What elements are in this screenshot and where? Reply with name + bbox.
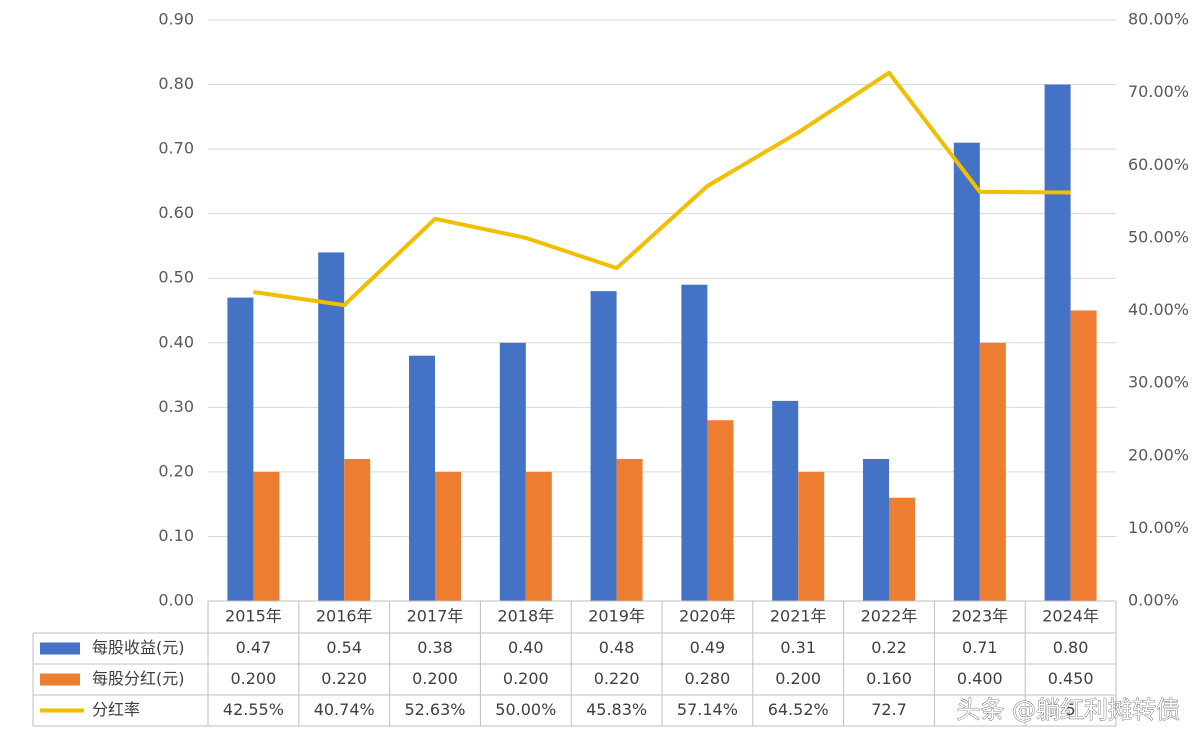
table-value-cell: 0.220 <box>321 669 367 688</box>
table-value-cell: 0.200 <box>503 669 549 688</box>
table-value-cell: 0.80 <box>1053 638 1089 657</box>
dividend-bar <box>344 458 371 601</box>
table-value-cell: 42.55% <box>223 700 284 719</box>
legend-series-name: 每股分红(元) <box>92 669 185 688</box>
table-value-cell: 0.400 <box>957 669 1003 688</box>
left-axis-tick: 0.60 <box>158 203 194 222</box>
left-axis-tick: 0.90 <box>158 10 194 29</box>
left-axis-tick: 0.20 <box>158 461 194 480</box>
dividend-bar <box>1070 310 1097 601</box>
right-axis-tick: 30.00% <box>1128 373 1189 392</box>
dividend-bar <box>889 497 915 601</box>
table-value-cell: 0.200 <box>775 669 821 688</box>
table-value-cell: 45.83% <box>586 700 647 719</box>
dividend-bar <box>798 471 825 601</box>
left-axis-tick: 0.30 <box>158 397 194 416</box>
x-axis-category-label: 2017年 <box>407 607 464 626</box>
eps-bar <box>772 400 799 601</box>
eps-bar <box>953 142 980 601</box>
x-axis-category-label: 2018年 <box>497 607 554 626</box>
right-axis-tick: 80.00% <box>1128 10 1189 29</box>
legend-series-name: 每股收益(元) <box>92 638 185 657</box>
left-axis-tick: 0.70 <box>158 139 194 158</box>
table-value-cell: 0.280 <box>684 669 730 688</box>
left-axis-tick: 0.50 <box>158 268 194 287</box>
dividend-bar <box>979 342 1006 601</box>
right-axis-tick: 0.00% <box>1128 591 1179 610</box>
left-axis-tick: 0.00 <box>158 591 194 610</box>
right-axis-tick: 10.00% <box>1128 518 1189 537</box>
table-value-cell: 0.71 <box>962 638 998 657</box>
table-value-cell: 0.200 <box>230 669 276 688</box>
table-value-cell: 0.49 <box>690 638 726 657</box>
right-axis-tick: 50.00% <box>1128 227 1189 246</box>
x-axis-category-label: 2024年 <box>1042 607 1099 626</box>
x-axis-category-label: 2021年 <box>770 607 827 626</box>
right-axis-tick: 70.00% <box>1128 82 1189 101</box>
table-value-cell: 57.14% <box>677 700 738 719</box>
table-value-cell: 0.48 <box>599 638 635 657</box>
dividend-bar <box>616 458 643 601</box>
left-axis-tick: 0.10 <box>158 526 194 545</box>
eps-bar <box>227 297 254 601</box>
table-value-cell: 0.38 <box>417 638 453 657</box>
right-axis-tick: 60.00% <box>1128 155 1189 174</box>
dividend-bar <box>525 471 552 601</box>
left-axis-tick: 0.40 <box>158 332 194 351</box>
right-axis-tick: 20.00% <box>1128 445 1189 464</box>
table-value-cell: 0.40 <box>508 638 544 657</box>
table-value-cell: 0.31 <box>780 638 816 657</box>
table-value-cell: 0.47 <box>236 638 272 657</box>
legend-series-name: 分红率 <box>92 700 140 719</box>
x-axis-category-label: 2020年 <box>679 607 736 626</box>
eps-bar <box>863 458 889 601</box>
dividend-bar <box>253 471 280 601</box>
x-axis-category-label: 2016年 <box>316 607 373 626</box>
eps-bar <box>409 355 435 601</box>
table-value-cell: 64.52% <box>768 700 829 719</box>
table-value-cell: 52.63% <box>404 700 465 719</box>
table-value-cell: 0.450 <box>1048 669 1094 688</box>
legend-key-swatch <box>40 673 80 686</box>
table-value-cell: 0.200 <box>412 669 458 688</box>
table-value-cell: 5 <box>1066 700 1076 719</box>
eps-bar <box>318 252 345 601</box>
watermark-text: 头条 @躺红利摊转债 <box>956 696 1180 724</box>
eps-bar <box>1044 84 1071 602</box>
left-axis-tick: 0.80 <box>158 74 194 93</box>
table-value-cell: 72.7 <box>871 700 907 719</box>
payout-ratio-line <box>253 70 1071 308</box>
dividend-bar <box>435 471 461 601</box>
x-axis-category-label: 2023年 <box>951 607 1008 626</box>
dividend-bar <box>707 420 734 601</box>
table-value-cell: 0.160 <box>866 669 912 688</box>
eps-bar <box>590 291 617 601</box>
x-axis-category-label: 2019年 <box>588 607 645 626</box>
x-axis-category-label: 2022年 <box>861 607 918 626</box>
right-axis-tick: 40.00% <box>1128 300 1189 319</box>
table-value-cell: 50.00% <box>495 700 556 719</box>
eps-bar <box>681 284 708 601</box>
table-value-cell: 0.220 <box>594 669 640 688</box>
table-value-cell: 40.74% <box>314 700 375 719</box>
eps-bar <box>499 342 526 601</box>
table-value-cell: 0.54 <box>326 638 362 657</box>
table-value-cell: 0.22 <box>871 638 907 657</box>
legend-key-swatch <box>40 642 80 655</box>
x-axis-category-label: 2015年 <box>225 607 282 626</box>
